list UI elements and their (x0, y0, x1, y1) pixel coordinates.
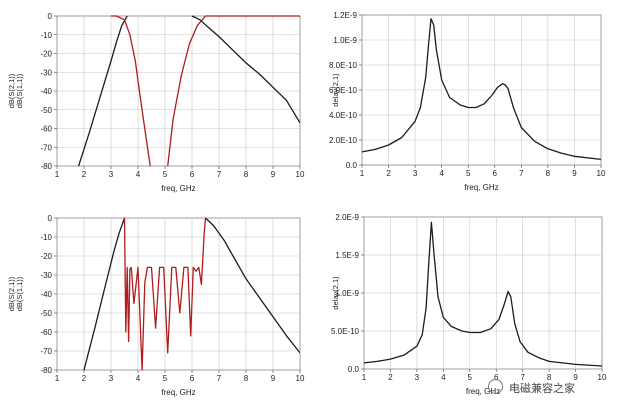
watermark-text: 电磁兼容之家 (509, 382, 575, 395)
y-tick-label: 4.0E-10 (329, 111, 358, 120)
x-tick-label: 1 (55, 374, 60, 383)
x-tick-label: 7 (519, 169, 524, 178)
x-tick-label: 5 (163, 170, 168, 179)
series-line-0 (77, 15, 128, 167)
x-tick-label: 10 (598, 373, 607, 382)
series-line-1 (191, 15, 300, 124)
x-axis-label: freq, GHz (161, 388, 195, 397)
x-tick-label: 8 (546, 169, 551, 178)
series-line-2 (111, 15, 151, 167)
series-line-0 (362, 18, 601, 161)
y-tick-label: 1.5E-9 (335, 251, 359, 260)
y-tick-label: -80 (40, 162, 52, 171)
y-axis-label: delay(2,1) (331, 73, 340, 107)
x-tick-label: 9 (572, 169, 577, 178)
y-tick-label: 2.0E-10 (329, 136, 358, 145)
x-tick-label: 7 (217, 374, 222, 383)
y-tick-label: -80 (40, 366, 52, 375)
x-tick-label: 3 (413, 169, 418, 178)
y-axis-label: dB(S(2,1)) (7, 73, 16, 108)
x-tick-label: 4 (136, 374, 141, 383)
y-axis-label: dB(S(2,1)) (7, 276, 16, 311)
x-tick-label: 6 (494, 373, 499, 382)
x-tick-label: 7 (520, 373, 525, 382)
y-tick-label: 0.0 (348, 365, 360, 374)
x-tick-label: 3 (415, 373, 420, 382)
x-tick-label: 2 (82, 374, 87, 383)
y-tick-label: -20 (40, 252, 52, 261)
x-tick-label: 1 (55, 170, 60, 179)
y-tick-label: 0.0 (346, 161, 358, 170)
x-tick-label: 4 (439, 169, 444, 178)
series-line-1 (205, 217, 300, 354)
y-tick-label: 1.2E-9 (333, 11, 357, 20)
y-tick-label: -50 (40, 106, 52, 115)
x-tick-label: 10 (597, 169, 606, 178)
y-axis-label: dB(S(1,1)) (15, 276, 24, 311)
x-tick-label: 1 (360, 169, 365, 178)
chart-tr: 1 2 3 4 5 6 7 8 9 10 0.0 2.0E-10 4.0E-10 6.0E-10 8.0E-… (329, 11, 606, 192)
y-tick-label: 1.0E-9 (333, 36, 357, 45)
x-tick-label: 10 (296, 170, 305, 179)
series-line-0 (364, 221, 602, 367)
x-tick-label: 10 (296, 374, 305, 383)
watermark: 电磁兼容之家 (488, 379, 575, 396)
series-line-2 (123, 217, 207, 371)
chart-bl: 1 2 3 4 5 6 7 8 9 10 0 -10 -20 -30 -40 -50 -60 -70 -80 freq… (7, 214, 305, 397)
y-tick-label: -10 (40, 31, 52, 40)
x-tick-label: 2 (386, 169, 391, 178)
x-tick-label: 2 (82, 170, 87, 179)
y-tick-label: 0 (48, 12, 53, 21)
chart-tl: 1 2 3 4 5 6 7 8 9 10 0 -10 -20 -30 -40 -50 -60 -70 -80 freq… (7, 12, 305, 193)
y-tick-label: -50 (40, 309, 52, 318)
y-tick-label: 2.0E-9 (335, 213, 359, 222)
y-tick-label: -70 (40, 347, 52, 356)
y-tick-label: -40 (40, 87, 52, 96)
y-tick-label: 5.0E-10 (331, 327, 360, 336)
x-tick-label: 6 (190, 170, 195, 179)
series-line-0 (83, 217, 126, 371)
x-tick-label: 9 (573, 373, 578, 382)
x-tick-label: 8 (547, 373, 552, 382)
x-tick-label: 6 (493, 169, 498, 178)
y-axis-label: dB(S(1,1)) (15, 73, 24, 108)
x-tick-label: 7 (217, 170, 222, 179)
x-tick-label: 8 (244, 170, 249, 179)
x-tick-label: 3 (109, 170, 114, 179)
x-tick-label: 9 (271, 170, 276, 179)
chart-br: 1 2 3 4 5 6 7 8 9 10 0.0 5.0E-10 1.0E-9 1.5E-9 2.0E-9 f… (331, 213, 607, 396)
x-tick-label: 6 (190, 374, 195, 383)
x-tick-label: 5 (163, 374, 168, 383)
x-axis-label: freq, GHz (466, 387, 500, 396)
x-tick-label: 1 (362, 373, 367, 382)
x-tick-label: 3 (109, 374, 114, 383)
y-tick-label: -30 (40, 68, 52, 77)
x-tick-label: 2 (388, 373, 393, 382)
wechat-icon (488, 379, 503, 394)
y-tick-label: 0 (48, 214, 53, 223)
x-axis-label: freq, GHz (464, 183, 498, 192)
y-tick-label: -70 (40, 143, 52, 152)
y-tick-label: -40 (40, 290, 52, 299)
x-tick-label: 5 (466, 169, 471, 178)
x-tick-label: 4 (136, 170, 141, 179)
y-tick-label: -30 (40, 271, 52, 280)
y-tick-label: -60 (40, 328, 52, 337)
series-line-3 (167, 15, 300, 167)
y-tick-label: -20 (40, 50, 52, 59)
y-axis-label: delay(2,1) (331, 276, 340, 310)
y-tick-label: -60 (40, 125, 52, 134)
y-tick-label: -10 (40, 233, 52, 242)
x-tick-label: 5 (468, 373, 473, 382)
y-tick-label: 8.0E-10 (329, 61, 358, 70)
x-tick-label: 4 (441, 373, 446, 382)
y-tick-label: 1.0E-9 (335, 289, 359, 298)
x-tick-label: 8 (244, 374, 249, 383)
x-axis-label: freq, GHz (161, 184, 195, 193)
x-tick-label: 9 (271, 374, 276, 383)
y-tick-label: 6.0E-10 (329, 86, 358, 95)
